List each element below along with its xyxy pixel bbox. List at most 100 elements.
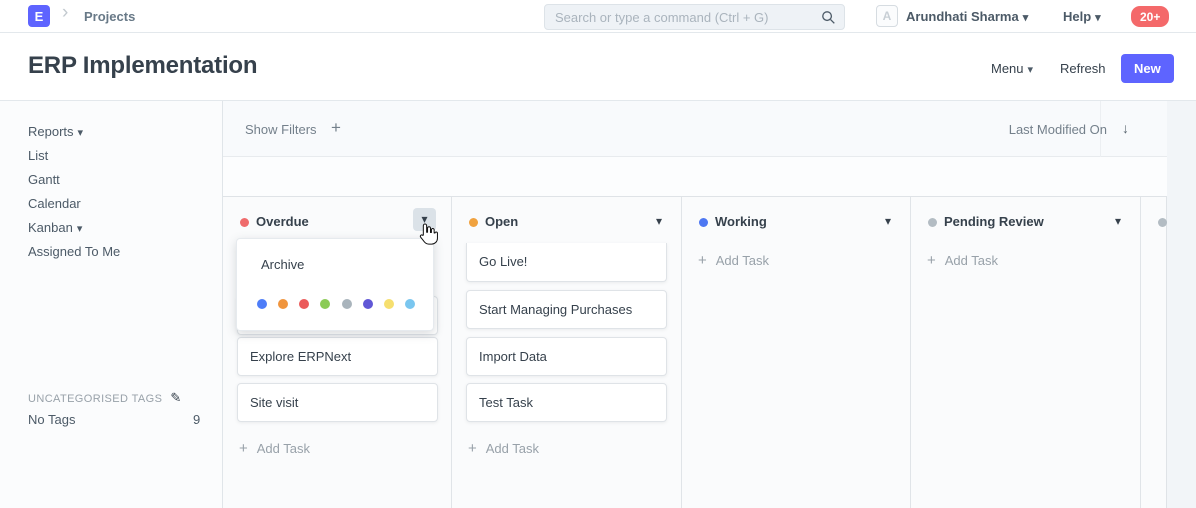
- divider: [1100, 101, 1101, 157]
- color-swatch-purple[interactable]: [362, 299, 373, 309]
- kanban-column-partial: [1141, 197, 1167, 508]
- sort-direction-icon[interactable]: ↓: [1122, 120, 1129, 136]
- new-button[interactable]: New: [1121, 54, 1174, 83]
- breadcrumb-chevron-icon: ›: [62, 2, 69, 23]
- column-menu-button[interactable]: ▾: [884, 214, 891, 228]
- sort-field-selector[interactable]: Last Modified On: [1008, 122, 1107, 137]
- kanban-view: Show Filters + Last Modified On ↓ Overdu…: [223, 101, 1167, 508]
- avatar-letter: A: [882, 9, 892, 23]
- help-menu[interactable]: Help ▾: [1063, 9, 1101, 24]
- plus-icon: +: [927, 252, 936, 269]
- menu-label: Menu: [991, 61, 1024, 76]
- column-menu-button[interactable]: ▾: [1114, 214, 1121, 228]
- search-input[interactable]: [545, 5, 844, 29]
- kanban-column-overdue: Overdue ▾ Archive: [223, 197, 452, 508]
- add-task-button[interactable]: + Add Task: [468, 440, 539, 457]
- column-title: Overdue: [256, 214, 309, 229]
- color-swatch-yellow[interactable]: [383, 299, 394, 309]
- column-header: Pending Review ▾: [926, 211, 1125, 233]
- navbar: E › Projects A Arundhati Sharma▾ Help▾ 2…: [0, 0, 1196, 33]
- color-swatch-blue[interactable]: [257, 299, 267, 309]
- column-header: Open ▾: [467, 211, 666, 233]
- sidebar-item-label: Reports: [28, 124, 74, 139]
- column-title: Open: [485, 214, 519, 229]
- refresh-button[interactable]: Refresh: [1060, 61, 1106, 76]
- column-color-picker: [257, 299, 415, 309]
- menu-dropdown-button[interactable]: Menu ▾: [991, 61, 1033, 76]
- task-card[interactable]: Go Live!: [466, 243, 667, 282]
- kanban-column-open: Open ▾ Go Live! Start Managing Purchases…: [452, 197, 682, 508]
- user-avatar[interactable]: A: [876, 5, 898, 27]
- sidebar: Reports ▾ List Gantt Calendar Kanban ▾ Ass…: [0, 101, 223, 508]
- column-status-dot: [469, 218, 478, 227]
- no-tags-count: 9: [193, 412, 201, 427]
- add-task-button[interactable]: + Add Task: [698, 252, 769, 269]
- page-title: ERP Implementation: [28, 52, 258, 79]
- help-label: Help: [1063, 9, 1092, 24]
- sidebar-item-label: List: [28, 148, 49, 163]
- menu-item-archive[interactable]: Archive: [261, 257, 305, 272]
- task-title: Test Task: [479, 395, 533, 410]
- sidebar-item-list[interactable]: List: [28, 144, 48, 168]
- sidebar-item-no-tags[interactable]: No Tags: [28, 412, 76, 427]
- app-logo[interactable]: E: [28, 5, 50, 27]
- global-search: [544, 4, 845, 30]
- column-menu-button[interactable]: ▾: [655, 214, 662, 228]
- color-swatch-orange[interactable]: [278, 299, 289, 309]
- sidebar-item-label: Calendar: [28, 196, 81, 211]
- sidebar-item-label: Assigned To Me: [28, 244, 121, 259]
- sidebar-item-assigned-to-me[interactable]: Assigned To Me: [28, 240, 120, 264]
- color-swatch-red[interactable]: [299, 299, 310, 309]
- column-menu-button[interactable]: ▾: [413, 208, 436, 231]
- add-task-label: Add Task: [485, 441, 540, 456]
- add-filter-plus-icon[interactable]: +: [331, 118, 341, 137]
- search-icon: [822, 11, 835, 24]
- color-swatch-green[interactable]: [320, 299, 331, 309]
- task-card[interactable]: Import Data: [466, 337, 667, 376]
- add-task-label: Add Task: [944, 253, 999, 268]
- chevron-down-icon: ▾: [76, 223, 83, 235]
- chevron-down-icon: ▾: [1022, 12, 1029, 24]
- sidebar-item-calendar[interactable]: Calendar: [28, 192, 81, 216]
- breadcrumb[interactable]: Projects: [84, 9, 136, 24]
- task-title: Site visit: [250, 395, 299, 410]
- user-menu[interactable]: Arundhati Sharma ▾: [906, 9, 1028, 24]
- color-swatch-skyblue[interactable]: [404, 299, 415, 309]
- column-status-dot: [240, 218, 249, 227]
- notifications-badge[interactable]: 20+: [1131, 6, 1170, 27]
- chevron-down-icon: ▾: [1027, 64, 1034, 76]
- page-gutter: [1167, 101, 1196, 508]
- list-subheader: [223, 157, 1167, 197]
- column-dropdown-menu: Archive: [236, 238, 434, 331]
- page-header: ERP Implementation Menu ▾ Refresh New: [0, 33, 1196, 101]
- task-card[interactable]: Site visit: [237, 383, 438, 422]
- add-task-button[interactable]: + Add Task: [239, 440, 310, 457]
- logo-letter: E: [34, 8, 44, 24]
- task-title: Explore ERPNext: [250, 349, 352, 364]
- kanban-column-working: Working ▾ + Add Task: [682, 197, 911, 508]
- plus-icon: +: [698, 252, 707, 269]
- show-filters-button[interactable]: Show Filters: [245, 122, 317, 137]
- color-swatch-gray[interactable]: [341, 299, 352, 309]
- task-card[interactable]: Start Managing Purchases: [466, 290, 667, 329]
- column-header: Working ▾: [697, 211, 895, 233]
- kanban-column-pending-review: Pending Review ▾ + Add Task: [911, 197, 1141, 508]
- column-title: Working: [715, 214, 767, 229]
- edit-tags-pencil-icon[interactable]: ✎: [170, 390, 182, 405]
- sidebar-item-reports[interactable]: Reports ▾: [28, 120, 83, 144]
- tags-heading-label: UNCATEGORISED TAGS: [28, 393, 163, 405]
- add-task-label: Add Task: [715, 253, 770, 268]
- column-status-dot: [1158, 218, 1167, 227]
- user-name: Arundhati Sharma: [906, 9, 1019, 24]
- chevron-down-icon: ▾: [77, 127, 84, 139]
- task-title: Go Live!: [479, 254, 528, 269]
- add-task-button[interactable]: + Add Task: [927, 252, 998, 269]
- task-card[interactable]: Explore ERPNext: [237, 337, 438, 376]
- task-card[interactable]: Test Task: [466, 383, 667, 422]
- notification-count: 20+: [1140, 9, 1161, 24]
- filter-bar: Show Filters + Last Modified On ↓: [223, 101, 1167, 157]
- sidebar-item-kanban[interactable]: Kanban ▾: [28, 216, 82, 240]
- sidebar-item-gantt[interactable]: Gantt: [28, 168, 60, 192]
- plus-icon: +: [239, 440, 248, 457]
